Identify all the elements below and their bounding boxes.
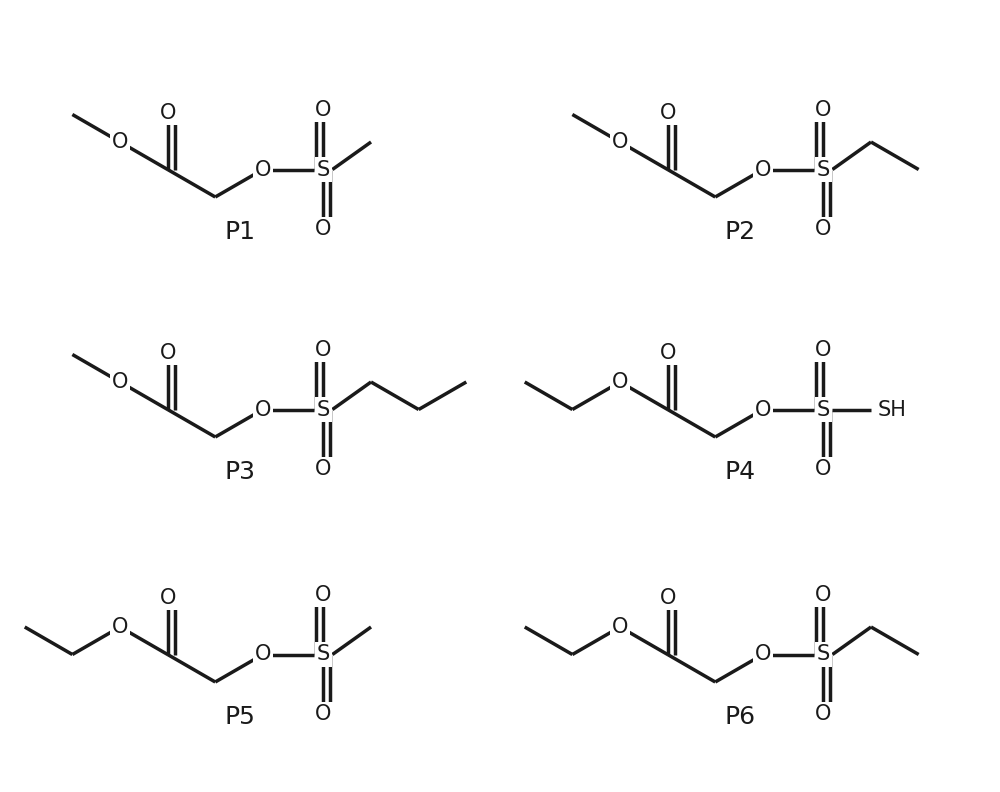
Text: O: O [815, 704, 832, 724]
Text: O: O [659, 343, 676, 363]
Text: O: O [315, 340, 332, 360]
Text: P2: P2 [724, 220, 756, 244]
Text: S: S [817, 399, 830, 420]
Text: P1: P1 [224, 220, 256, 244]
Text: S: S [317, 645, 330, 664]
Text: O: O [315, 219, 332, 239]
Text: O: O [315, 100, 332, 120]
Text: O: O [159, 343, 176, 363]
Text: O: O [612, 617, 628, 637]
Text: O: O [815, 340, 832, 360]
Text: O: O [255, 159, 271, 180]
Text: O: O [815, 585, 832, 605]
Text: S: S [817, 159, 830, 180]
Text: O: O [815, 100, 832, 120]
Text: SH: SH [878, 399, 907, 420]
Text: O: O [159, 103, 176, 123]
Text: P3: P3 [224, 460, 256, 484]
Text: O: O [755, 399, 771, 420]
Text: O: O [612, 132, 628, 152]
Text: O: O [255, 645, 271, 664]
Text: O: O [755, 159, 771, 180]
Text: P4: P4 [724, 460, 756, 484]
Text: O: O [815, 219, 832, 239]
Text: O: O [815, 459, 832, 479]
Text: O: O [159, 588, 176, 607]
Text: O: O [659, 103, 676, 123]
Text: S: S [817, 645, 830, 664]
Text: O: O [612, 372, 628, 392]
Text: O: O [255, 399, 271, 420]
Text: O: O [755, 645, 771, 664]
Text: P5: P5 [225, 705, 255, 729]
Text: O: O [112, 372, 128, 392]
Text: O: O [659, 588, 676, 607]
Text: O: O [315, 704, 332, 724]
Text: S: S [317, 159, 330, 180]
Text: O: O [112, 617, 128, 637]
Text: O: O [315, 459, 332, 479]
Text: P6: P6 [724, 705, 756, 729]
Text: O: O [315, 585, 332, 605]
Text: O: O [112, 132, 128, 152]
Text: S: S [317, 399, 330, 420]
